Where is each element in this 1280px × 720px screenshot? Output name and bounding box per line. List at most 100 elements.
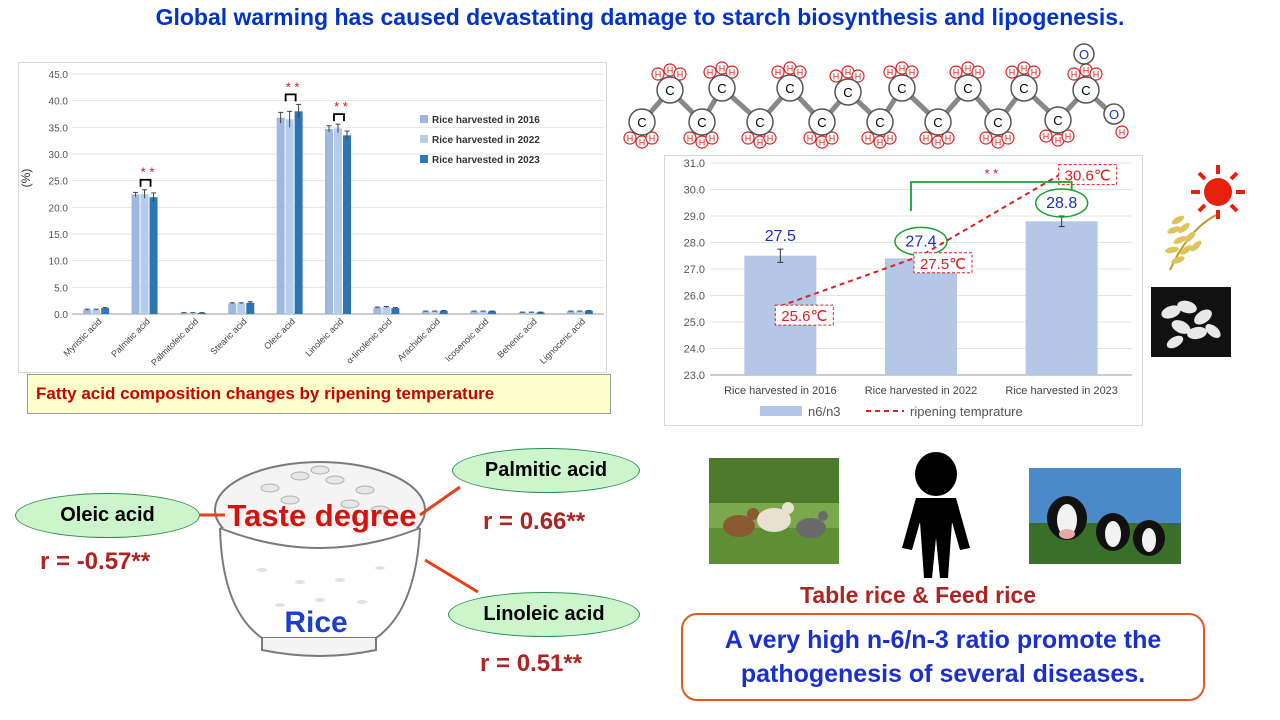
- hydrogen-atom: [793, 65, 807, 79]
- fatty-bar: [246, 302, 255, 314]
- legend-bar-label: n6/n3: [808, 404, 841, 419]
- carbon-atom: [1044, 106, 1072, 134]
- hydrogen-atom: [771, 65, 785, 79]
- hydrogen-atom-label: H: [855, 72, 862, 82]
- ratio-bar-value-label: 28.8: [1046, 195, 1077, 212]
- hydrogen-atom-label: H: [649, 134, 656, 144]
- hydrogen-atom: [1115, 125, 1129, 139]
- palmitic-correlation: r = 0.66**: [483, 508, 586, 535]
- carbon-atom-label: C: [963, 81, 972, 96]
- hydrogen-atom-label: H: [627, 134, 634, 144]
- hydrogen-atom-label: H: [677, 70, 684, 80]
- hydrogen-atom-label: H: [807, 134, 814, 144]
- ratio-chart-temperature-line: 25.6℃ 27.5℃ 30.6℃: [774, 164, 1118, 326]
- fatty-y-tick-label: 45.0: [49, 70, 69, 81]
- oxygen-atom-label: O: [1079, 47, 1089, 62]
- fatty-bar: [391, 308, 400, 314]
- connector-lines: [200, 485, 479, 594]
- fatty-acid-molecule: H H HH H HH H HH H HH H HH H HH H HH H HH H HH H HH H HH H HH H HH…: [623, 43, 1129, 149]
- fatty-y-tick-label: 40.0: [49, 97, 69, 108]
- hydrogen-atom-label: H: [1083, 66, 1090, 76]
- carbon-atom-label: C: [717, 81, 726, 96]
- ratio-x-tick-label: Rice harvested in 2016: [724, 385, 837, 397]
- hydrogen-atom-label: H: [833, 72, 840, 82]
- hydrogen-atom: [971, 65, 985, 79]
- fatty-significance-bracket: [139, 178, 152, 187]
- hydrogen-atom-label: H: [729, 68, 736, 78]
- ratio-y-tick-label: 26.0: [684, 291, 705, 303]
- hydrogen-atom: [1005, 65, 1019, 79]
- carbon-atom-label: C: [1053, 113, 1062, 128]
- fatty-bar: [188, 312, 197, 314]
- temperature-label: 30.6℃: [1065, 168, 1111, 185]
- temperature-line: [779, 172, 1063, 308]
- carbon-atom-label: C: [817, 115, 826, 130]
- carbon-atom: [628, 108, 656, 136]
- hydrogen-atom-label: H: [953, 68, 960, 78]
- ratio-y-tick-label: 27.0: [684, 264, 705, 276]
- carbon-atom: [1010, 74, 1038, 102]
- temperature-label: 25.6℃: [781, 308, 827, 325]
- hydrogen-atom-label: H: [1093, 70, 1100, 80]
- fatty-bar: [518, 312, 527, 314]
- hydrogen-atom: [905, 65, 919, 79]
- hydrogen-atom-label: H: [655, 70, 662, 80]
- warning-line-2: pathogenesis of several diseases.: [740, 660, 1146, 688]
- hydrogen-atom-label: H: [1009, 68, 1016, 78]
- ratio-bar-value-label: 27.5: [765, 228, 796, 245]
- carbon-atom-label: C: [785, 81, 794, 96]
- page-title: Global warming has caused devastating da…: [155, 4, 1125, 30]
- carbon-atom-label: C: [1081, 83, 1090, 98]
- fatty-bar: [228, 303, 237, 314]
- fatty-significance-bracket: [284, 93, 297, 102]
- fatty-bar: [325, 128, 333, 314]
- fatty-bar: [430, 311, 439, 314]
- carbon-atom: [746, 108, 774, 136]
- ratio-bar: [885, 258, 957, 375]
- hydrogen-atom-label: H: [1071, 70, 1078, 80]
- hydrogen-atom-label: H: [877, 138, 884, 148]
- rice-label: Rice: [284, 606, 347, 639]
- carbon-atom-label: C: [755, 115, 764, 130]
- hydrogen-atom-label: H: [707, 68, 714, 78]
- legend-bar-swatch: [760, 406, 802, 416]
- hydrogen-atom-label: H: [909, 68, 916, 78]
- carbon-atom-label: C: [843, 85, 852, 100]
- oleic-correlation: r = -0.57**: [40, 548, 151, 575]
- hydrogen-atom-label: H: [1031, 68, 1038, 78]
- hydrogen-atom-label: H: [845, 68, 852, 78]
- ratio-y-tick-label: 24.0: [684, 344, 705, 356]
- ratio-x-tick-label: Rice harvested in 2023: [1005, 385, 1118, 397]
- fatty-legend-swatch: [420, 115, 428, 123]
- fatty-legend-label: Rice harvested in 2023: [432, 155, 540, 166]
- carbon-atom: [984, 108, 1012, 136]
- hydrogen-atom-label: H: [1005, 134, 1012, 144]
- fatty-y-tick-label: 10.0: [49, 257, 69, 268]
- hydrogen-atom: [683, 131, 697, 145]
- oxygen-atom-label: O: [1109, 107, 1119, 122]
- hydrogen-atom-label: H: [935, 138, 942, 148]
- hydrogen-atom: [1089, 67, 1103, 81]
- hydrogen-atom: [673, 67, 687, 81]
- taste-degree-label: Taste degree: [228, 498, 417, 533]
- fatty-y-tick-label: 35.0: [49, 123, 69, 134]
- hydrogen-atom: [703, 65, 717, 79]
- hydrogen-atom-label: H: [887, 68, 894, 78]
- rice-grains-photo: [1151, 287, 1231, 357]
- ratio-y-tick-label: 28.0: [684, 238, 705, 250]
- hydrogen-atom-label: H: [983, 134, 990, 144]
- palmitic-acid-oval: Palmitic acid: [452, 448, 640, 493]
- ratio-y-tick-label: 31.0: [684, 158, 705, 170]
- fatty-chart-ylabel: (%): [19, 169, 33, 188]
- warning-box: A very high n-6/n-3 ratio promote the pa…: [681, 613, 1205, 701]
- sun-icon: [1191, 165, 1245, 219]
- fatty-bar: [334, 128, 342, 314]
- fatty-bar: [179, 312, 188, 314]
- hydrogen-atom-label: H: [829, 134, 836, 144]
- fatty-bar: [382, 307, 391, 314]
- rice-ear-icon: [1165, 214, 1217, 271]
- fatty-y-tick-label: 20.0: [49, 203, 69, 214]
- hydrogen-atom-label: H: [945, 134, 952, 144]
- fatty-bar: [527, 312, 536, 314]
- legend-line-label: ripening temprature: [910, 404, 1023, 419]
